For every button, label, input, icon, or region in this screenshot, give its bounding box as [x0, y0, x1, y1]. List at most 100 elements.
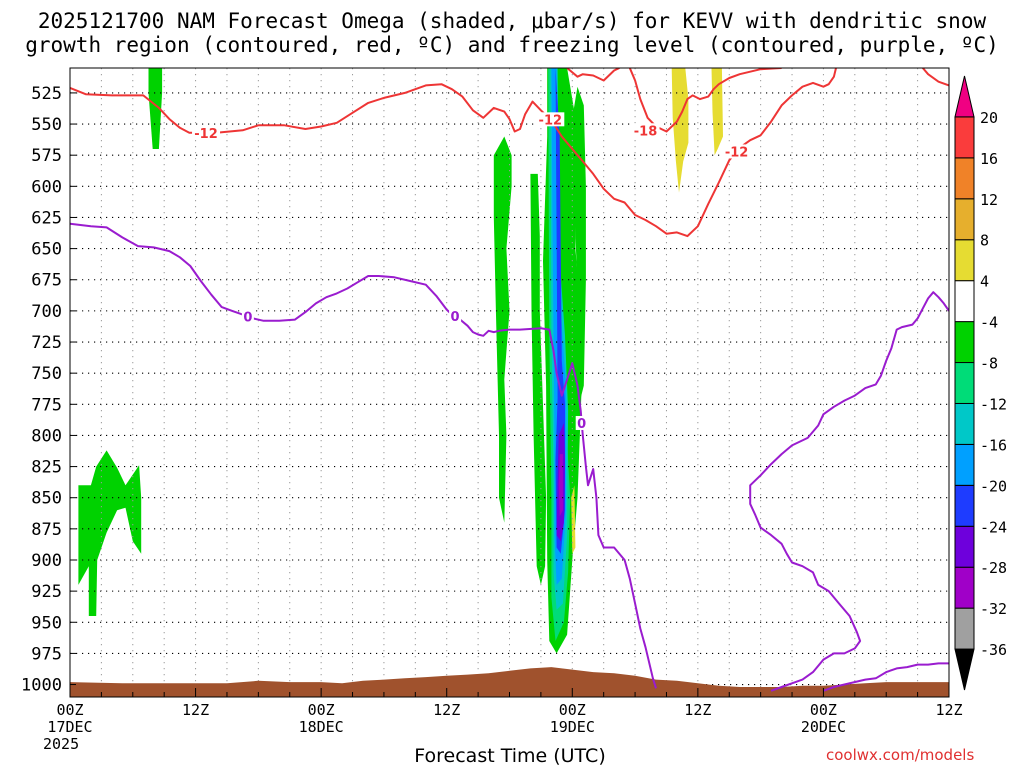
freezing-level-contour-bottom — [823, 662, 949, 692]
colorbar-bin--8 — [954, 321, 975, 364]
x-tick-label-1: 12Z — [151, 702, 241, 753]
colorbar-bin--16 — [954, 402, 975, 445]
x-tick-label-line: 20DEC — [800, 718, 846, 736]
colorbar-label--24: -24 — [980, 518, 1007, 536]
dgz-contour-right — [922, 68, 949, 87]
x-tick-label-5: 12Z — [653, 702, 743, 753]
colorbar-label-20: 20 — [980, 109, 998, 127]
dgz-contour-18 — [566, 68, 620, 82]
colorbar-bin-8 — [954, 198, 975, 241]
freezing-label-2-bg — [575, 415, 588, 430]
chart-title-line-1: 2025121700 NAM Forecast Omega (shaded, μ… — [37, 9, 987, 33]
colorbar-bin--20 — [954, 443, 975, 486]
omega-region-5 — [572, 86, 586, 399]
freezing-label-0-bg — [241, 309, 254, 324]
y-tick-label-1000: 1000 — [21, 676, 62, 696]
dgz-label-18-bg — [631, 123, 660, 138]
omega-shading-layer — [78, 68, 723, 654]
x-tick-label-line — [653, 736, 743, 753]
grid-layer — [70, 68, 949, 697]
y-tick-label-975: 975 — [31, 644, 62, 664]
x-tick-label-6: 00Z 20DEC — [778, 702, 868, 753]
colorbar-bin-20 — [954, 75, 975, 118]
x-axis-title: Forecast Time (UTC) — [414, 745, 606, 767]
x-tick-label-7: 12Z — [904, 702, 994, 753]
omega-region-11 — [558, 454, 563, 517]
freezing-level-contour-right — [749, 291, 949, 692]
colorbar-label--28: -28 — [980, 559, 1007, 577]
x-tick-label-2: 00Z 18DEC — [276, 702, 366, 753]
x-tick-label-line: 17DEC — [47, 718, 93, 736]
y-tick-label-925: 925 — [31, 582, 62, 602]
freezing-level-contour — [70, 222, 657, 689]
x-tick-label-line — [402, 719, 492, 736]
y-tick-label-850: 850 — [31, 489, 62, 509]
freezing-label-1-bg — [449, 309, 462, 324]
colorbar-label-16: 16 — [980, 150, 998, 168]
y-tick-label-600: 600 — [31, 177, 62, 197]
source-credit[interactable]: coolwx.com/models — [826, 746, 975, 764]
colorbar-bin--32 — [954, 566, 975, 609]
x-tick-label-line: 2025 — [43, 735, 80, 753]
colorbar-label--4: -4 — [980, 314, 998, 332]
colorbar-bin-4 — [954, 239, 975, 282]
x-tick-label-line: 00Z — [56, 701, 84, 719]
colorbar-bin--36 — [954, 607, 975, 650]
colorbar-bin--12 — [954, 362, 975, 404]
x-tick-label-line — [904, 719, 994, 736]
dgz-label-1: -12 — [539, 113, 563, 128]
y-tick-label-825: 825 — [31, 458, 62, 478]
colorbar: 20 16 12 8 4 -4 -8 -12 -16 -20 -24 -28 -32 -36 — [954, 75, 1007, 691]
colorbar-bin-12 — [954, 157, 975, 200]
x-tick-label-line: 12Z — [684, 701, 712, 719]
x-tick-label-line — [653, 719, 743, 736]
colorbar-label--36: -36 — [980, 641, 1007, 659]
x-tick-label-line: 12Z — [433, 701, 461, 719]
x-tick-label-0: 00Z 17DEC 2025 — [25, 702, 115, 753]
y-tick-label-550: 550 — [31, 115, 62, 135]
x-tick-label-line: 18DEC — [298, 718, 344, 736]
colorbar-bin--4 — [954, 280, 975, 323]
x-tick-label-line — [151, 736, 241, 753]
freezing-label-0: 0 — [243, 310, 252, 325]
x-tick-label-line — [276, 736, 366, 753]
ground-layer — [70, 667, 949, 697]
y-tick-label-525: 525 — [31, 84, 62, 104]
x-tick-label-line: 00Z — [307, 701, 335, 719]
y-tick-label-625: 625 — [31, 208, 62, 228]
colorbar-label--12: -12 — [980, 395, 1007, 413]
x-tick-label-line — [151, 719, 241, 736]
contour-labels-layer: -12 -12 -12 -18 0 0 0 — [192, 112, 751, 432]
y-tick-label-900: 900 — [31, 551, 62, 571]
x-tick-label-line: 00Z — [809, 701, 837, 719]
omega-region-1 — [78, 450, 142, 616]
freezing-label-2: 0 — [577, 417, 586, 432]
dgz-label-2-bg — [722, 144, 751, 159]
x-tick-label-line: 12Z — [182, 701, 210, 719]
y-tick-label-725: 725 — [31, 333, 62, 353]
omega-region-13 — [671, 68, 689, 193]
y-tick-label-700: 700 — [31, 302, 62, 322]
colorbar-bin-16 — [954, 116, 975, 159]
chart-title-line-2: growth region (contoured, red, ºC) and f… — [25, 33, 999, 57]
omega-region-14 — [711, 68, 723, 156]
colorbar-label--32: -32 — [980, 600, 1007, 618]
dgz-label-18: -18 — [634, 124, 658, 139]
y-tick-label-775: 775 — [31, 395, 62, 415]
x-tick-label-3: 12Z — [402, 702, 492, 753]
y-tick-label-875: 875 — [31, 520, 62, 540]
y-tick-label-750: 750 — [31, 364, 62, 384]
colorbar-label-8: 8 — [980, 232, 989, 250]
dgz-label-0: -12 — [194, 127, 218, 142]
x-tick-label-4: 00Z 19DEC — [527, 702, 617, 753]
dgz-contour-18b — [628, 68, 782, 133]
x-tick-label-line: 19DEC — [549, 718, 595, 736]
colorbar-bin--28 — [954, 525, 975, 568]
colorbar-label--16: -16 — [980, 436, 1007, 454]
y-tick-label-675: 675 — [31, 271, 62, 291]
dgz-label-1-bg — [536, 112, 565, 127]
y-tick-label-950: 950 — [31, 613, 62, 633]
colorbar-label--8: -8 — [980, 355, 998, 373]
freezing-label-1: 0 — [451, 310, 460, 325]
